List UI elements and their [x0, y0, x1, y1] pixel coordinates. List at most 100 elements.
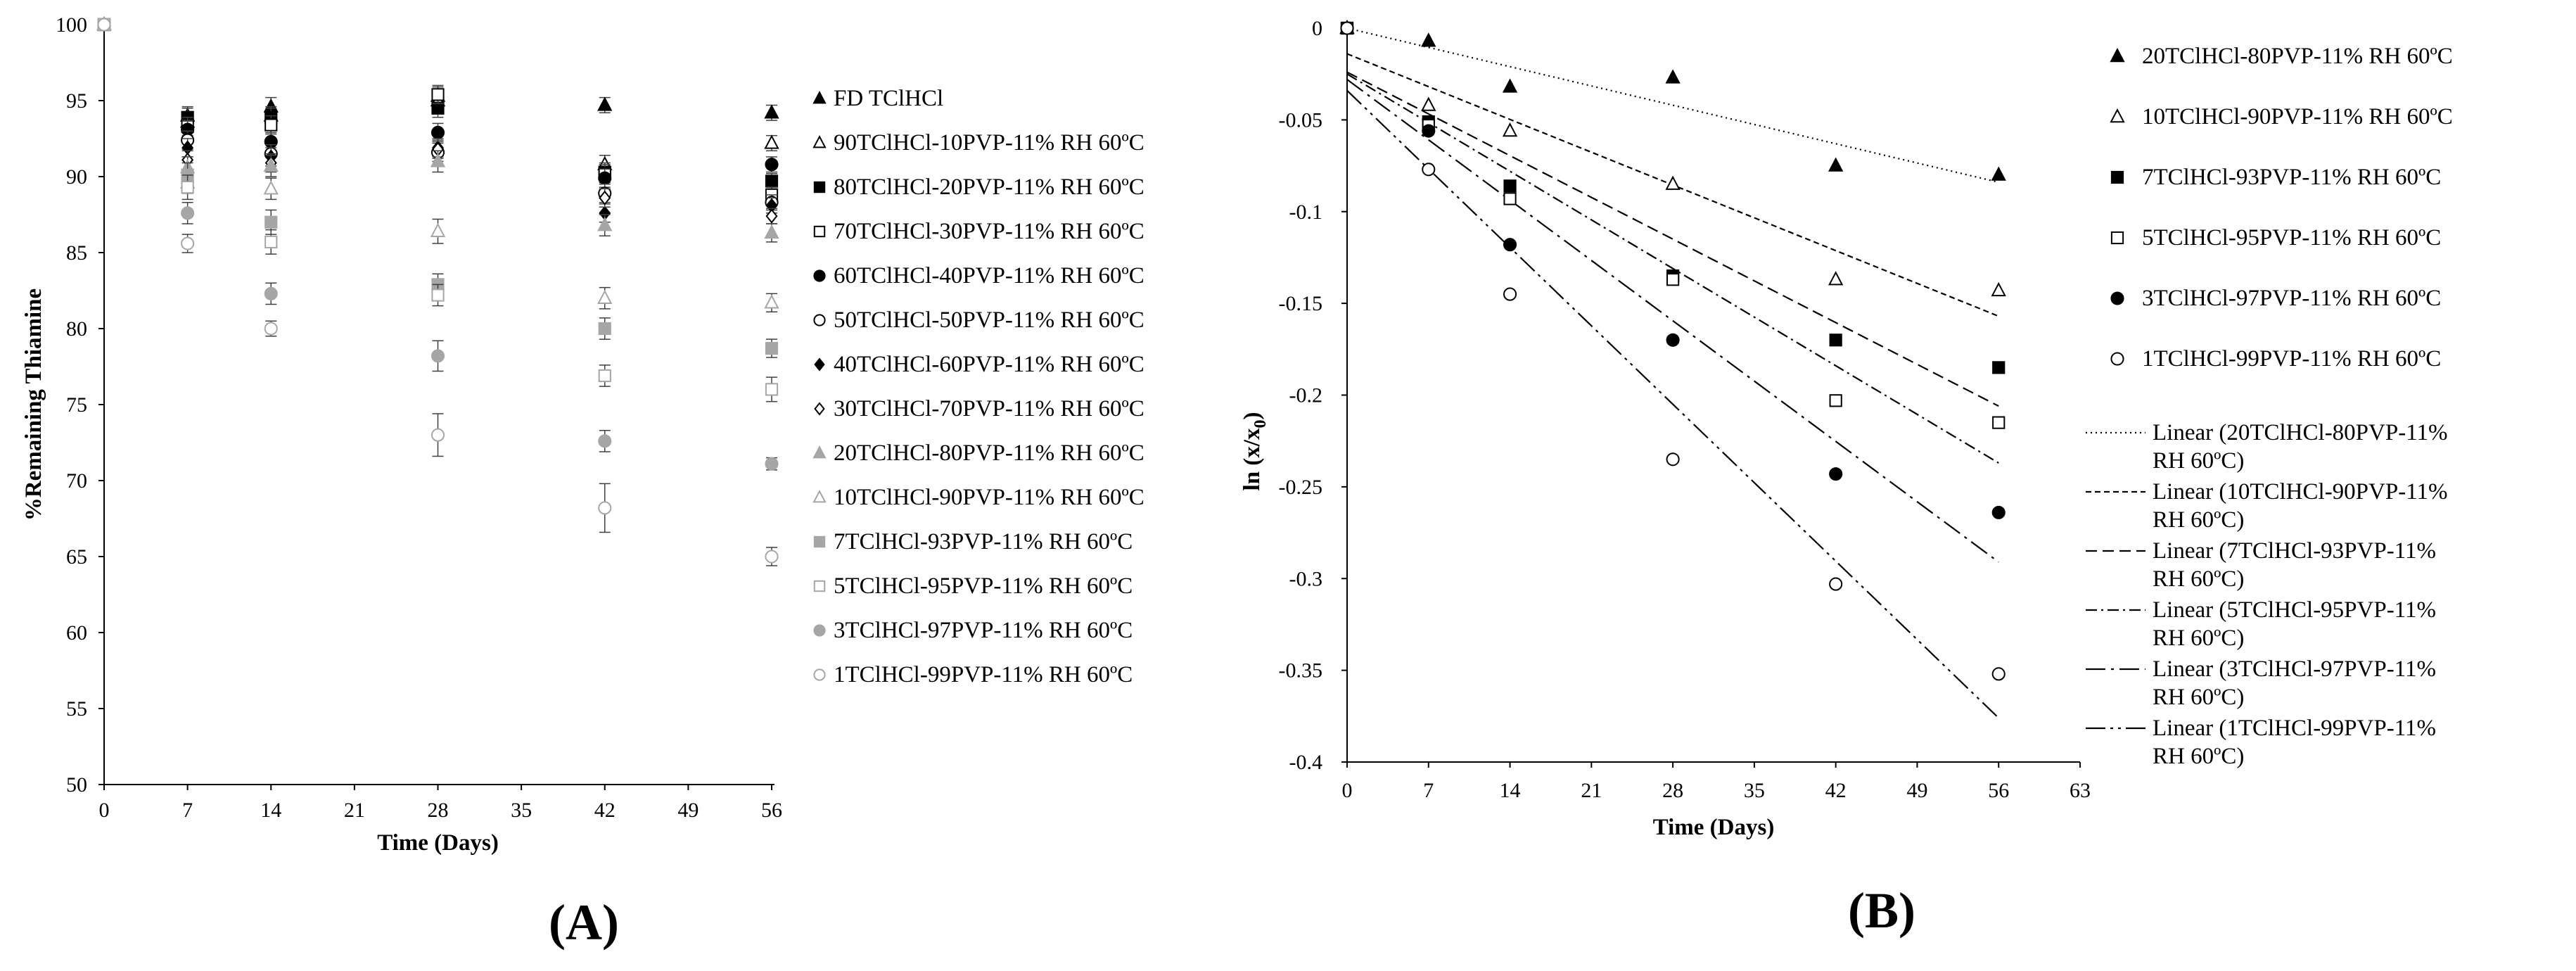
data-point	[1829, 467, 1843, 481]
legend-entry: 60TClHCl-40PVP-11% RH 60ºC	[834, 263, 1144, 288]
panel-b-ticks: 0 7 14 21 28 35 42 49 56 63 0 -0.05 -0.1 -0.15 -0.2 -0.…	[1279, 17, 2091, 802]
y-tick-label: 75	[66, 393, 87, 417]
legend-entry: 3TClHCl-97PVP-11% RH 60ºC	[2142, 286, 2441, 311]
legend-marker	[2110, 352, 2124, 366]
data-point	[1829, 577, 1843, 591]
data-point	[181, 181, 194, 194]
data-point	[598, 501, 612, 515]
y-tick-label: -0.35	[1279, 659, 1323, 683]
data-point	[1992, 416, 2006, 429]
x-tick-label: 35	[1744, 779, 1765, 802]
data-point	[431, 288, 445, 302]
x-tick-label: 0	[99, 799, 110, 822]
legend-marker	[2110, 108, 2125, 123]
panel-a-ticks: 0 7 14 21 28 35 42 49 56 50 55 60 65 70 75 80 85 90 95 100	[56, 13, 782, 822]
y-tick-label: 65	[66, 545, 87, 569]
data-point	[181, 236, 195, 250]
data-point	[263, 180, 279, 195]
panel-a-y-axis-title: %Remaining Thiamine	[21, 288, 46, 521]
data-point	[598, 322, 611, 336]
legend-entry: Linear (1TClHCl-99PVP-11% RH 60ºC)	[2153, 716, 2436, 769]
data-point	[97, 18, 111, 32]
data-point	[598, 369, 611, 383]
legend-entry: 90TClHCl-10PVP-11% RH 60ºC	[834, 130, 1144, 156]
x-tick-label: 21	[1581, 779, 1602, 802]
panel-a-legend: FD TClHCl 90TClHCl-10PVP-11% RH 60ºC 80TCl…	[812, 86, 1144, 687]
x-tick-label: 14	[1500, 779, 1521, 802]
y-tick-label: -0.3	[1289, 567, 1323, 590]
legend-entry: 20TClHCl-80PVP-11% RH 60ºC	[2142, 44, 2453, 69]
data-point	[1666, 333, 1680, 347]
data-point	[1666, 452, 1680, 467]
data-point	[1991, 505, 2006, 519]
data-point	[431, 428, 445, 442]
panel-b-plot-area	[1339, 19, 2006, 681]
data-point	[1829, 394, 1842, 407]
data-point	[764, 104, 779, 119]
data-point	[1665, 175, 1681, 190]
data-point	[599, 190, 611, 205]
data-point	[765, 158, 779, 172]
y-tick-label: 80	[66, 317, 87, 341]
trendline	[1346, 71, 1999, 407]
data-point	[765, 174, 779, 188]
legend-entry: 7TClHCl-93PVP-11% RH 60ºC	[2142, 165, 2441, 190]
data-point	[1503, 179, 1517, 193]
data-point	[764, 134, 779, 149]
legend-entry: 3TClHCl-97PVP-11% RH 60ºC	[834, 618, 1133, 643]
y-tick-label: 0	[1312, 17, 1322, 40]
legend-marker	[2110, 291, 2124, 305]
y-tick-label: 70	[66, 469, 87, 493]
y-tick-label: 95	[66, 89, 87, 113]
legend-entry: Linear (20TClHCl-80PVP-11% RH 60ºC)	[2153, 420, 2447, 474]
data-point	[1503, 192, 1517, 205]
x-tick-label: 14	[260, 799, 281, 822]
legend-marker	[813, 314, 826, 326]
legend-marker	[813, 181, 826, 193]
trendline	[1346, 79, 1999, 563]
data-point	[597, 217, 613, 231]
trendline	[1346, 89, 1999, 719]
data-point	[1503, 238, 1517, 252]
x-tick-label: 63	[2070, 779, 2091, 802]
legend-marker	[814, 402, 825, 416]
panel-b: 0 7 14 21 28 35 42 49 56 63 0 -0.05 -0.1 -0.15 -0.2 -0.…	[1239, 17, 2453, 939]
data-point	[1666, 273, 1680, 286]
data-point	[765, 383, 779, 396]
data-point	[264, 235, 278, 248]
legend-marker	[813, 535, 826, 548]
legend-marker	[814, 357, 825, 372]
panel-a-x-axis-title: Time (Days)	[377, 830, 499, 856]
legend-entry: 20TClHCl-80PVP-11% RH 60ºC	[834, 440, 1144, 466]
trendline	[1346, 73, 1999, 464]
legend-entry: 7TClHCl-93PVP-11% RH 60ºC	[834, 529, 1133, 554]
data-point	[598, 171, 612, 185]
data-point	[1991, 281, 2006, 297]
data-point	[1421, 32, 1436, 47]
x-tick-label: 56	[1988, 779, 2009, 802]
x-tick-label: 49	[677, 799, 699, 822]
y-tick-label: -0.1	[1289, 201, 1323, 224]
legend-entry: Linear (7TClHCl-93PVP-11% RH 60ºC)	[2153, 538, 2436, 592]
data-point	[765, 341, 779, 355]
x-tick-label: 28	[428, 799, 449, 822]
panel-b-trendlines	[1346, 27, 1999, 719]
legend-entry: Linear (5TClHCl-95PVP-11% RH 60ºC)	[2153, 597, 2436, 651]
legend-marker	[813, 624, 826, 637]
data-point	[1421, 96, 1436, 111]
legend-entry: 5TClHCl-95PVP-11% RH 60ºC	[834, 573, 1133, 599]
data-point	[597, 96, 613, 111]
legend-marker	[813, 668, 826, 681]
panel-a: 0 7 14 21 28 35 42 49 5650556065707580859095100 …	[21, 13, 1144, 951]
x-tick-label: 49	[1906, 779, 1927, 802]
legend-entry: 5TClHCl-95PVP-11% RH 60ºC	[2142, 225, 2441, 250]
x-tick-label: 28	[1662, 779, 1683, 802]
y-tick-label: 55	[66, 697, 87, 721]
panel-a-label: (A)	[549, 894, 619, 951]
x-tick-label: 42	[594, 799, 616, 822]
y-tick-label: 100	[56, 13, 87, 37]
legend-marker	[813, 580, 826, 592]
y-tick-label: -0.2	[1289, 384, 1323, 407]
